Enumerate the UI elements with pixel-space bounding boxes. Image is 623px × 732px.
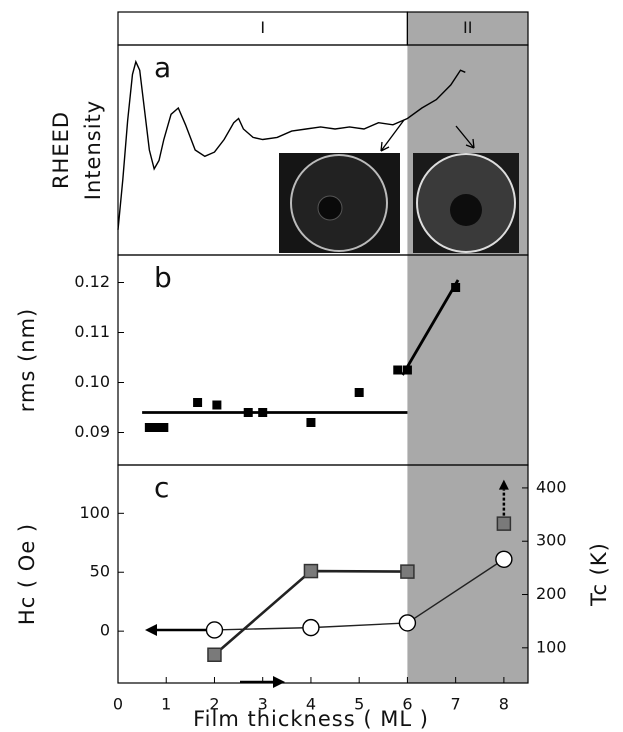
x-axis-label: Film thickness ( ML ) — [193, 707, 429, 731]
data-point — [159, 423, 169, 432]
y-tick-label: 0.11 — [74, 322, 110, 341]
x-tick-label: 5 — [354, 695, 364, 714]
data-point — [303, 563, 319, 579]
data-point — [398, 614, 417, 632]
arrow-head — [465, 138, 475, 149]
arrow-head — [380, 141, 390, 152]
panel-letter: a — [154, 51, 171, 84]
data-point — [258, 408, 268, 417]
data-point — [193, 398, 203, 407]
fit-line — [401, 279, 460, 376]
y-tick-label: 0.09 — [74, 422, 110, 441]
arrow-head — [145, 624, 157, 636]
y-axis-label: Hc ( Oe ) — [15, 523, 39, 625]
x-tick-label: 7 — [451, 695, 461, 714]
data-point — [354, 388, 364, 397]
panel-letter: b — [154, 261, 172, 294]
data-point — [306, 418, 316, 427]
data-point — [393, 365, 403, 375]
data-point — [152, 423, 162, 432]
y2-tick-label: 400 — [536, 477, 567, 496]
x-tick-label: 0 — [113, 695, 123, 714]
data-point — [451, 283, 461, 292]
x-tick-label: 1 — [161, 695, 171, 714]
background — [118, 12, 528, 683]
pointer-arrow — [380, 119, 405, 152]
data-point — [400, 564, 415, 579]
data-point — [207, 647, 222, 663]
data-point — [144, 423, 154, 432]
insets — [145, 119, 519, 688]
inset-spot — [450, 194, 482, 226]
panel-frame — [117, 464, 529, 684]
y2-tick-label: 200 — [536, 584, 567, 603]
rheed-curve — [117, 59, 466, 230]
data-point — [212, 400, 222, 410]
y-tick-label: 0.12 — [74, 272, 110, 291]
series-line — [214, 558, 505, 631]
region-shade — [118, 12, 408, 683]
x-tick-label: 6 — [402, 695, 412, 714]
y-axis-label: Intensity — [81, 100, 105, 200]
y2-tick-label: 100 — [536, 637, 567, 656]
region-label: II — [463, 18, 472, 37]
panel-letter: c — [154, 471, 169, 504]
y-axis-label: rms (nm) — [15, 308, 39, 413]
arrow-head — [498, 479, 509, 490]
inset-spot — [317, 195, 343, 221]
data-point — [402, 365, 412, 375]
data-point — [302, 618, 320, 637]
x-tick-label: 3 — [258, 695, 268, 714]
x-tick-label: 4 — [306, 695, 316, 714]
data-point — [205, 621, 224, 639]
pointer-arrow — [455, 125, 475, 149]
data-point — [243, 408, 253, 417]
y-tick-label: 50 — [90, 562, 110, 581]
y-tick-label: 100 — [79, 503, 110, 522]
data-point — [495, 550, 513, 568]
y2-axis-label: Tc (K) — [587, 542, 611, 607]
arrow-head — [273, 676, 285, 688]
y-tick-label: 0 — [100, 621, 110, 640]
y-axis-label: RHEED — [49, 111, 73, 189]
y2-tick-label: 300 — [536, 531, 567, 550]
x-tick-label: 2 — [209, 695, 219, 714]
region-shade — [407, 12, 528, 683]
data-point — [496, 516, 512, 531]
y-tick-label: 0.10 — [74, 372, 110, 391]
region-label: I — [260, 18, 265, 37]
x-tick-label: 8 — [499, 695, 509, 714]
